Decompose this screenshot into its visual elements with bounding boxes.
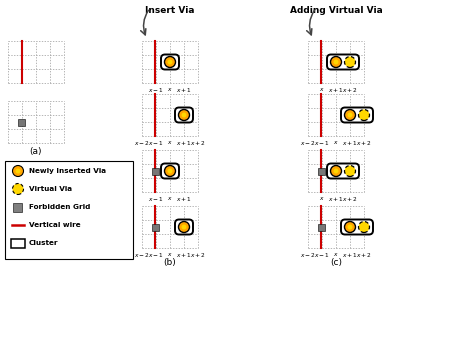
Text: $x$: $x$ (333, 251, 339, 258)
Text: $x$: $x$ (167, 86, 173, 93)
FancyBboxPatch shape (341, 219, 373, 235)
Circle shape (345, 222, 356, 233)
Text: $x+1$: $x+1$ (176, 86, 192, 94)
Text: (c): (c) (330, 258, 342, 267)
Circle shape (345, 165, 356, 176)
Circle shape (182, 225, 186, 229)
Text: $x-2$: $x-2$ (300, 139, 316, 147)
FancyBboxPatch shape (175, 219, 193, 235)
Text: $x-1$: $x-1$ (148, 251, 164, 259)
Text: $x+1$: $x+1$ (176, 195, 192, 203)
Circle shape (330, 56, 341, 67)
Text: Insert Via: Insert Via (145, 6, 195, 15)
Circle shape (345, 56, 356, 67)
Text: Adding Virtual Via: Adding Virtual Via (290, 6, 383, 15)
Text: $x+2$: $x+2$ (356, 139, 372, 147)
FancyBboxPatch shape (175, 107, 193, 122)
Text: $x+2$: $x+2$ (190, 251, 206, 259)
Text: Forbidden Grid: Forbidden Grid (29, 204, 91, 210)
Circle shape (347, 225, 353, 229)
Bar (13, 203, 22, 212)
Bar (11, 238, 25, 247)
Text: (a): (a) (30, 147, 42, 156)
Text: $x+2$: $x+2$ (356, 251, 372, 259)
Text: $x+1$: $x+1$ (342, 251, 358, 259)
Circle shape (12, 165, 24, 176)
Text: $x-2$: $x-2$ (134, 139, 150, 147)
Text: Cluster: Cluster (29, 240, 58, 246)
Circle shape (164, 165, 175, 176)
Text: $x-2$: $x-2$ (300, 251, 316, 259)
Circle shape (16, 169, 20, 173)
FancyBboxPatch shape (327, 54, 359, 69)
Bar (5, 161, 133, 259)
Text: $x$: $x$ (333, 139, 339, 146)
FancyBboxPatch shape (341, 107, 373, 122)
Text: $x$: $x$ (319, 195, 325, 202)
Circle shape (167, 169, 173, 173)
Circle shape (347, 112, 353, 117)
Text: $x$: $x$ (167, 139, 173, 146)
Bar (319, 224, 326, 230)
Text: Vertical wire: Vertical wire (29, 222, 81, 228)
Text: Virtual Via: Virtual Via (29, 186, 72, 192)
Circle shape (345, 109, 356, 120)
Text: $x+1$: $x+1$ (328, 86, 344, 94)
Bar (153, 224, 159, 230)
Text: $x-1$: $x-1$ (314, 251, 330, 259)
FancyBboxPatch shape (161, 54, 179, 69)
Text: $x+1$: $x+1$ (328, 195, 344, 203)
Text: $x+2$: $x+2$ (342, 86, 358, 94)
Circle shape (334, 169, 338, 173)
Text: $x+1$: $x+1$ (342, 139, 358, 147)
Circle shape (182, 112, 186, 117)
Circle shape (12, 183, 24, 194)
Text: $x+1$: $x+1$ (176, 139, 192, 147)
Circle shape (358, 109, 370, 120)
Text: (b): (b) (164, 258, 176, 267)
Circle shape (330, 165, 341, 176)
Text: $x-2$: $x-2$ (134, 251, 150, 259)
Circle shape (334, 60, 338, 64)
Text: $x$: $x$ (167, 195, 173, 202)
Circle shape (164, 56, 175, 67)
Circle shape (358, 222, 370, 233)
Bar (153, 168, 159, 174)
Circle shape (167, 60, 173, 64)
Text: $x-1$: $x-1$ (148, 139, 164, 147)
Text: Newly Inserted Via: Newly Inserted Via (29, 168, 106, 174)
Text: $x+1$: $x+1$ (176, 251, 192, 259)
Text: $x$: $x$ (167, 251, 173, 258)
Text: $x-1$: $x-1$ (314, 139, 330, 147)
FancyBboxPatch shape (327, 163, 359, 179)
Bar (18, 118, 26, 126)
FancyBboxPatch shape (161, 163, 179, 179)
Text: $x-1$: $x-1$ (148, 195, 164, 203)
Text: $x+2$: $x+2$ (342, 195, 358, 203)
Text: $x+2$: $x+2$ (190, 139, 206, 147)
Circle shape (179, 222, 190, 233)
Text: $x$: $x$ (319, 86, 325, 93)
Circle shape (179, 109, 190, 120)
Text: $x-1$: $x-1$ (148, 86, 164, 94)
Bar (319, 168, 326, 174)
